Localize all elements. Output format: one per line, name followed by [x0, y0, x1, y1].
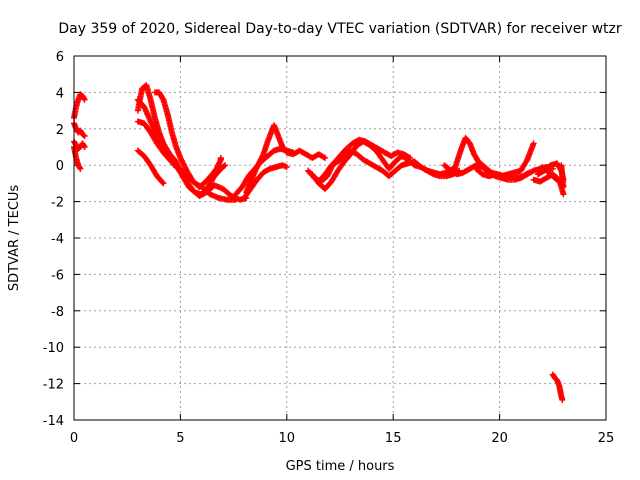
data-point	[290, 149, 297, 156]
data-point	[159, 179, 166, 186]
data-point	[322, 154, 329, 161]
y-tick-label: -4	[51, 232, 64, 247]
data-point	[80, 95, 87, 102]
data-point	[80, 142, 87, 149]
y-axis-label: SDTVAR / TECUs	[7, 185, 22, 292]
data-point	[217, 154, 224, 161]
y-tick-label: 4	[56, 86, 64, 101]
data-point	[222, 162, 229, 169]
y-tick-labels: 6 4 2 0 -2 -4 -6 -8 -10 -12 -14	[43, 50, 64, 429]
data-point	[160, 180, 167, 187]
chart-title: Day 359 of 2020, Sidereal Day-to-day VTE…	[58, 21, 622, 37]
data-point	[221, 163, 228, 170]
data-point	[559, 396, 566, 403]
plot-frame	[73, 55, 607, 421]
data-point	[81, 133, 88, 140]
data-point	[560, 191, 567, 198]
x-tick-label: 15	[385, 431, 402, 446]
data-point	[81, 144, 88, 150]
data-point	[77, 165, 84, 172]
data-point	[232, 196, 239, 203]
x-tick-label: 0	[70, 431, 78, 446]
data-point	[558, 162, 565, 169]
x-axis-label: GPS time / hours	[286, 459, 395, 474]
data-point	[76, 164, 83, 171]
data-point	[80, 132, 87, 139]
data-point	[283, 164, 290, 171]
y-tick-label: -10	[43, 341, 64, 356]
x-tick-label: 20	[491, 431, 508, 446]
y-tick-label: -2	[51, 196, 64, 211]
y-tick-label: -12	[43, 378, 64, 393]
y-tick-label: -14	[43, 414, 64, 429]
y-tick-label: 0	[56, 159, 64, 174]
x-tick-labels: 0 5 10 15 20 25	[70, 431, 614, 446]
y-tick-label: -6	[51, 268, 64, 283]
data-point	[320, 154, 327, 161]
data-point	[405, 154, 412, 161]
data-point	[530, 140, 537, 147]
y-tick-label: 2	[56, 123, 64, 138]
x-tick-label: 5	[176, 431, 184, 446]
data-point	[81, 96, 88, 103]
x-tick-label: 25	[598, 431, 615, 446]
data-points	[71, 82, 567, 403]
y-tick-label: -8	[51, 305, 64, 320]
y-tick-label: 6	[56, 50, 64, 65]
x-tick-label: 10	[279, 431, 296, 446]
